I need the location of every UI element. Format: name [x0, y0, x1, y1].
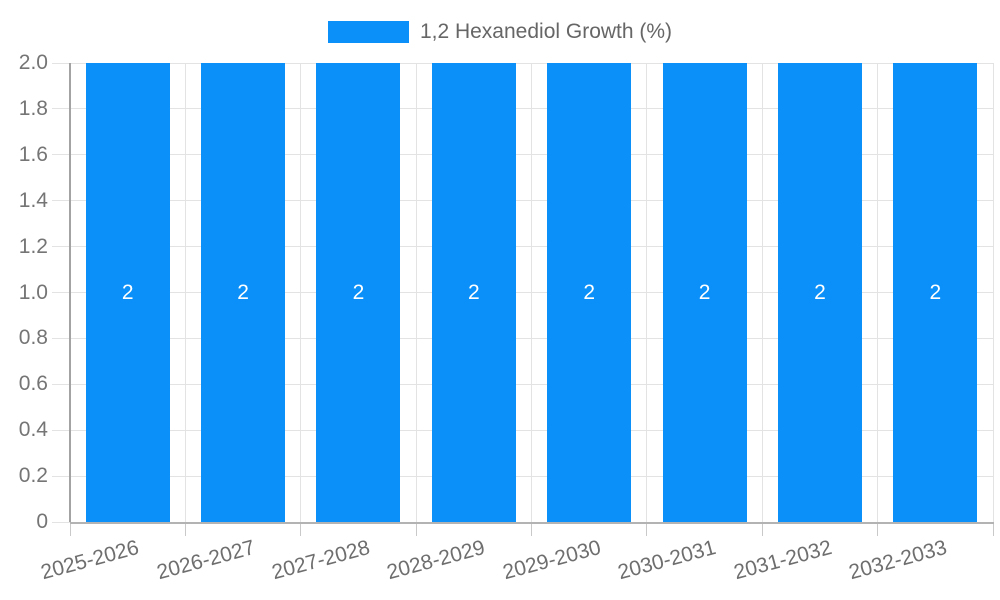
bar-value-label: 2	[698, 280, 711, 304]
bar-value-label: 2	[467, 280, 480, 304]
legend: 1,2 Hexanediol Growth (%)	[0, 20, 1000, 44]
legend-label: 1,2 Hexanediol Growth (%)	[419, 20, 673, 43]
x-tick-mark	[531, 524, 532, 536]
x-tick-mark	[184, 524, 186, 536]
x-gridline	[415, 63, 417, 522]
x-gridline	[877, 63, 879, 522]
x-tick-mark	[992, 524, 994, 536]
y-tick-label: 0	[36, 510, 48, 533]
bar-2027-2028[interactable]: 2	[316, 63, 401, 522]
x-gridline	[992, 63, 994, 522]
x-tick-label: 2025-2026	[38, 536, 142, 585]
bar-value-label: 2	[237, 280, 249, 304]
y-gridline	[52, 429, 993, 431]
y-tick-label: 1.2	[18, 234, 48, 258]
x-tick-label: 2032-2033	[846, 536, 950, 585]
y-tick-label: 1.6	[18, 142, 48, 166]
bar-value-label: 2	[814, 280, 826, 304]
x-tick-label: 2028-2029	[384, 536, 488, 585]
y-tick-label: 0.8	[18, 326, 48, 350]
bar-value-label: 2	[121, 280, 134, 304]
x-tick-mark	[300, 524, 302, 536]
bar-2029-2030[interactable]: 2	[547, 63, 632, 522]
y-tick-label: 0.4	[18, 418, 48, 442]
x-tick-label: 2030-2031	[615, 536, 719, 585]
y-axis-line	[69, 63, 71, 522]
x-tick-mark	[877, 524, 879, 536]
bar-value-label: 2	[929, 280, 942, 304]
plot-area: 2 2 2 2 2 2 2 2	[52, 62, 994, 523]
bar-value-label: 2	[352, 280, 365, 304]
x-tick-mark	[646, 524, 648, 536]
bar-2028-2029[interactable]: 2	[431, 63, 516, 522]
y-gridline	[52, 337, 993, 339]
x-gridline	[184, 63, 186, 522]
y-tick-label: 0.6	[18, 372, 48, 396]
legend-item[interactable]: 1,2 Hexanediol Growth (%)	[327, 20, 673, 44]
y-gridline	[52, 383, 993, 385]
x-gridline	[300, 63, 302, 522]
y-gridline	[52, 154, 993, 156]
x-tick-label: 2027-2028	[269, 536, 373, 585]
y-gridline	[52, 62, 993, 64]
x-tick-mark	[415, 524, 417, 536]
y-tick-label: 2.0	[18, 51, 48, 74]
x-tick-mark	[761, 524, 763, 536]
x-axis-line	[70, 522, 994, 524]
x-tick-label: 2029-2030	[500, 536, 604, 585]
x-gridline	[531, 63, 532, 522]
y-gridline	[52, 475, 993, 477]
bar-2032-2033[interactable]: 2	[893, 63, 978, 522]
bar-value-label: 2	[583, 280, 596, 304]
bar-2025-2026[interactable]: 2	[85, 63, 170, 522]
x-tick-label: 2026-2027	[154, 536, 258, 585]
x-gridline	[761, 63, 763, 522]
bar-2030-2031[interactable]: 2	[662, 63, 747, 522]
x-tick-mark	[69, 524, 71, 536]
y-tick-label: 1.0	[18, 280, 48, 304]
y-tick-label: 0.2	[18, 464, 48, 488]
legend-swatch-icon	[327, 21, 409, 43]
bar-2031-2032[interactable]: 2	[777, 63, 862, 522]
y-gridline	[52, 200, 993, 202]
y-gridline	[52, 292, 993, 293]
x-gridline	[646, 63, 648, 522]
x-tick-label: 2031-2032	[730, 536, 834, 585]
y-tick-label: 1.4	[18, 188, 48, 212]
y-gridline	[52, 246, 993, 248]
y-tick-label: 1.8	[18, 96, 48, 120]
bar-2026-2027[interactable]: 2	[201, 63, 286, 522]
y-gridline	[52, 108, 993, 110]
